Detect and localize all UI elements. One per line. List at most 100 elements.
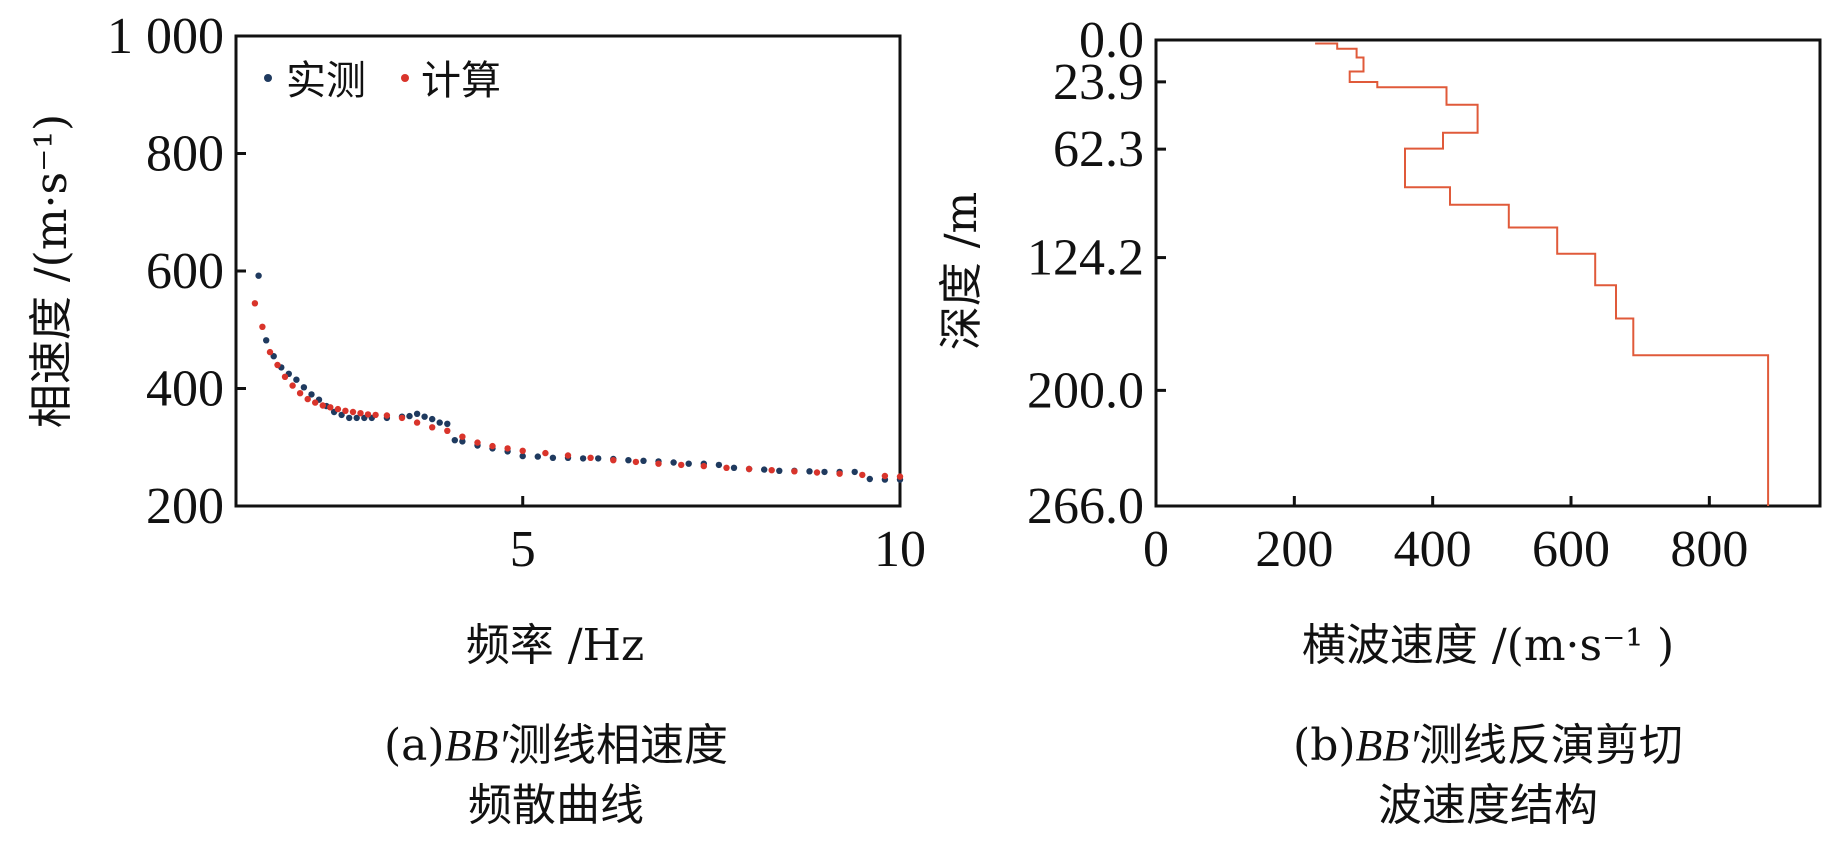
caption-b-line1: (b)BB′测线反演剪切: [1168, 716, 1808, 776]
measured-point: [255, 272, 262, 279]
computed-point: [896, 473, 904, 480]
measured-point: [263, 337, 270, 344]
computed-point: [383, 412, 391, 419]
measured-point: [519, 452, 526, 460]
chart-b-y-tick-label: 23.9: [1053, 54, 1144, 111]
chart-a-legend: 实测 计算: [264, 58, 501, 104]
chart-b-y-ticks: 0.023.9 62.3 124.2 200.0 266.0: [1027, 12, 1166, 535]
measured-point: [670, 459, 677, 466]
measured-point: [761, 466, 768, 473]
computed-point: [398, 414, 406, 422]
chart-b-x-tick-label: 0: [1143, 521, 1169, 578]
legend-marker-measured: [264, 74, 272, 82]
computed-point: [259, 323, 266, 330]
caption-a-line2: 频散曲线: [468, 780, 644, 831]
computed-point: [881, 472, 889, 480]
computed-point: [564, 452, 572, 459]
measured-point: [866, 475, 873, 483]
computed-point: [768, 467, 775, 474]
computed-point: [678, 461, 685, 469]
chart-a-y-axis-label: 相速度 /(m·s⁻¹): [26, 114, 77, 428]
measured-point: [685, 460, 692, 467]
caption-a-prefix: (a): [384, 720, 445, 771]
computed-point: [444, 427, 451, 434]
caption-b-prefix: (b): [1293, 720, 1356, 771]
chart-b-velocity-profile: 0.023.9 62.3 124.2 200.0 266.0 0 200 400 600 800…: [936, 12, 1822, 671]
chart-a-y-tick-label: 400: [146, 361, 224, 418]
measured-point: [534, 453, 541, 460]
chart-b-x-tick-label: 400: [1394, 521, 1472, 578]
measured-point: [413, 410, 421, 417]
measured-point: [308, 391, 315, 398]
computed-point: [413, 419, 421, 426]
computed-point: [281, 373, 289, 380]
caption-a-italic: BB′: [444, 721, 508, 770]
measured-point: [429, 415, 436, 423]
chart-a-x-tick-label: 10: [874, 521, 926, 578]
measured-point: [851, 468, 858, 476]
computed-point: [700, 462, 707, 470]
caption-a-rest: 测线相速度: [507, 720, 728, 771]
computed-point: [587, 454, 594, 461]
legend-label-computed: 计算: [421, 58, 501, 104]
measured-point: [346, 414, 353, 422]
chart-b-x-tick-label: 800: [1670, 521, 1748, 578]
computed-point: [859, 471, 866, 479]
caption-a-line1: (a)BB′测线相速度: [236, 716, 876, 776]
chart-b-y-tick-label: 0.0: [1079, 12, 1144, 69]
computed-point: [542, 449, 549, 457]
computed-point: [723, 464, 730, 471]
measured-point: [625, 457, 632, 464]
caption-b-rest: 测线反演剪切: [1418, 720, 1683, 771]
measured-point: [421, 413, 428, 420]
computed-point: [364, 411, 372, 418]
caption-b: (b)BB′测线反演剪切 波速度结构: [1168, 716, 1808, 836]
chart-a-y-tick-label: 800: [146, 126, 224, 183]
chart-b-x-axis-label: 横波速度 /(m·s⁻¹ ): [1302, 620, 1674, 671]
measured-point: [776, 467, 783, 474]
chart-b-y-tick-label: 124.2: [1027, 230, 1144, 287]
computed-point: [312, 399, 319, 406]
computed-point: [304, 395, 311, 403]
chart-a-y-tick-label: 200: [146, 478, 224, 535]
legend-marker-computed: [401, 74, 409, 82]
caption-b-italic: BB′: [1355, 721, 1419, 770]
chart-b-y-tick-label: 200.0: [1027, 362, 1144, 419]
chart-a-y-tick-label: 600: [146, 243, 224, 300]
chart-a-y-ticks: 200 400 600 800 1 000: [107, 8, 246, 535]
computed-point: [319, 402, 326, 409]
computed-point: [266, 348, 274, 356]
computed-point: [791, 468, 798, 475]
computed-point: [836, 470, 843, 477]
chart-b-plot-frame: [1154, 38, 1822, 508]
caption-b-line2: 波速度结构: [1378, 780, 1598, 831]
chart-b-y-tick-label: 266.0: [1027, 478, 1144, 535]
chart-a-x-axis-label: 频率 /Hz: [466, 620, 644, 671]
computed-point: [251, 300, 259, 307]
chart-a-y-tick-label: 1 000: [107, 8, 224, 65]
computed-point: [459, 433, 466, 440]
computed-point: [504, 445, 511, 452]
measured-point: [806, 468, 813, 475]
measured-point: [640, 457, 647, 464]
computed-point: [655, 460, 662, 467]
chart-a-dispersion: 200 400 600 800 1 000 5 10 实测 计算 频率 /Hz 相速度 /…: [26, 8, 926, 671]
computed-point: [519, 447, 526, 454]
measured-point: [715, 461, 723, 469]
measured-point: [595, 455, 602, 462]
caption-a: (a)BB′测线相速度 频散曲线: [236, 716, 876, 836]
chart-b-y-axis-label: 深度 /m: [936, 192, 987, 351]
computed-point: [813, 469, 821, 476]
measured-point: [821, 468, 828, 476]
computed-point: [610, 457, 617, 464]
computed-point: [296, 390, 304, 397]
computed-point: [429, 424, 436, 431]
measured-point: [353, 414, 360, 422]
measured-point: [549, 454, 557, 461]
chart-b-velocity-step-line: [1315, 42, 1770, 506]
chart-b-y-tick-label: 62.3: [1053, 121, 1144, 178]
computed-point: [357, 410, 364, 417]
chart-a-x-tick-label: 5: [510, 521, 536, 578]
computed-point: [342, 407, 349, 414]
chart-b-x-tick-label: 200: [1255, 521, 1333, 578]
